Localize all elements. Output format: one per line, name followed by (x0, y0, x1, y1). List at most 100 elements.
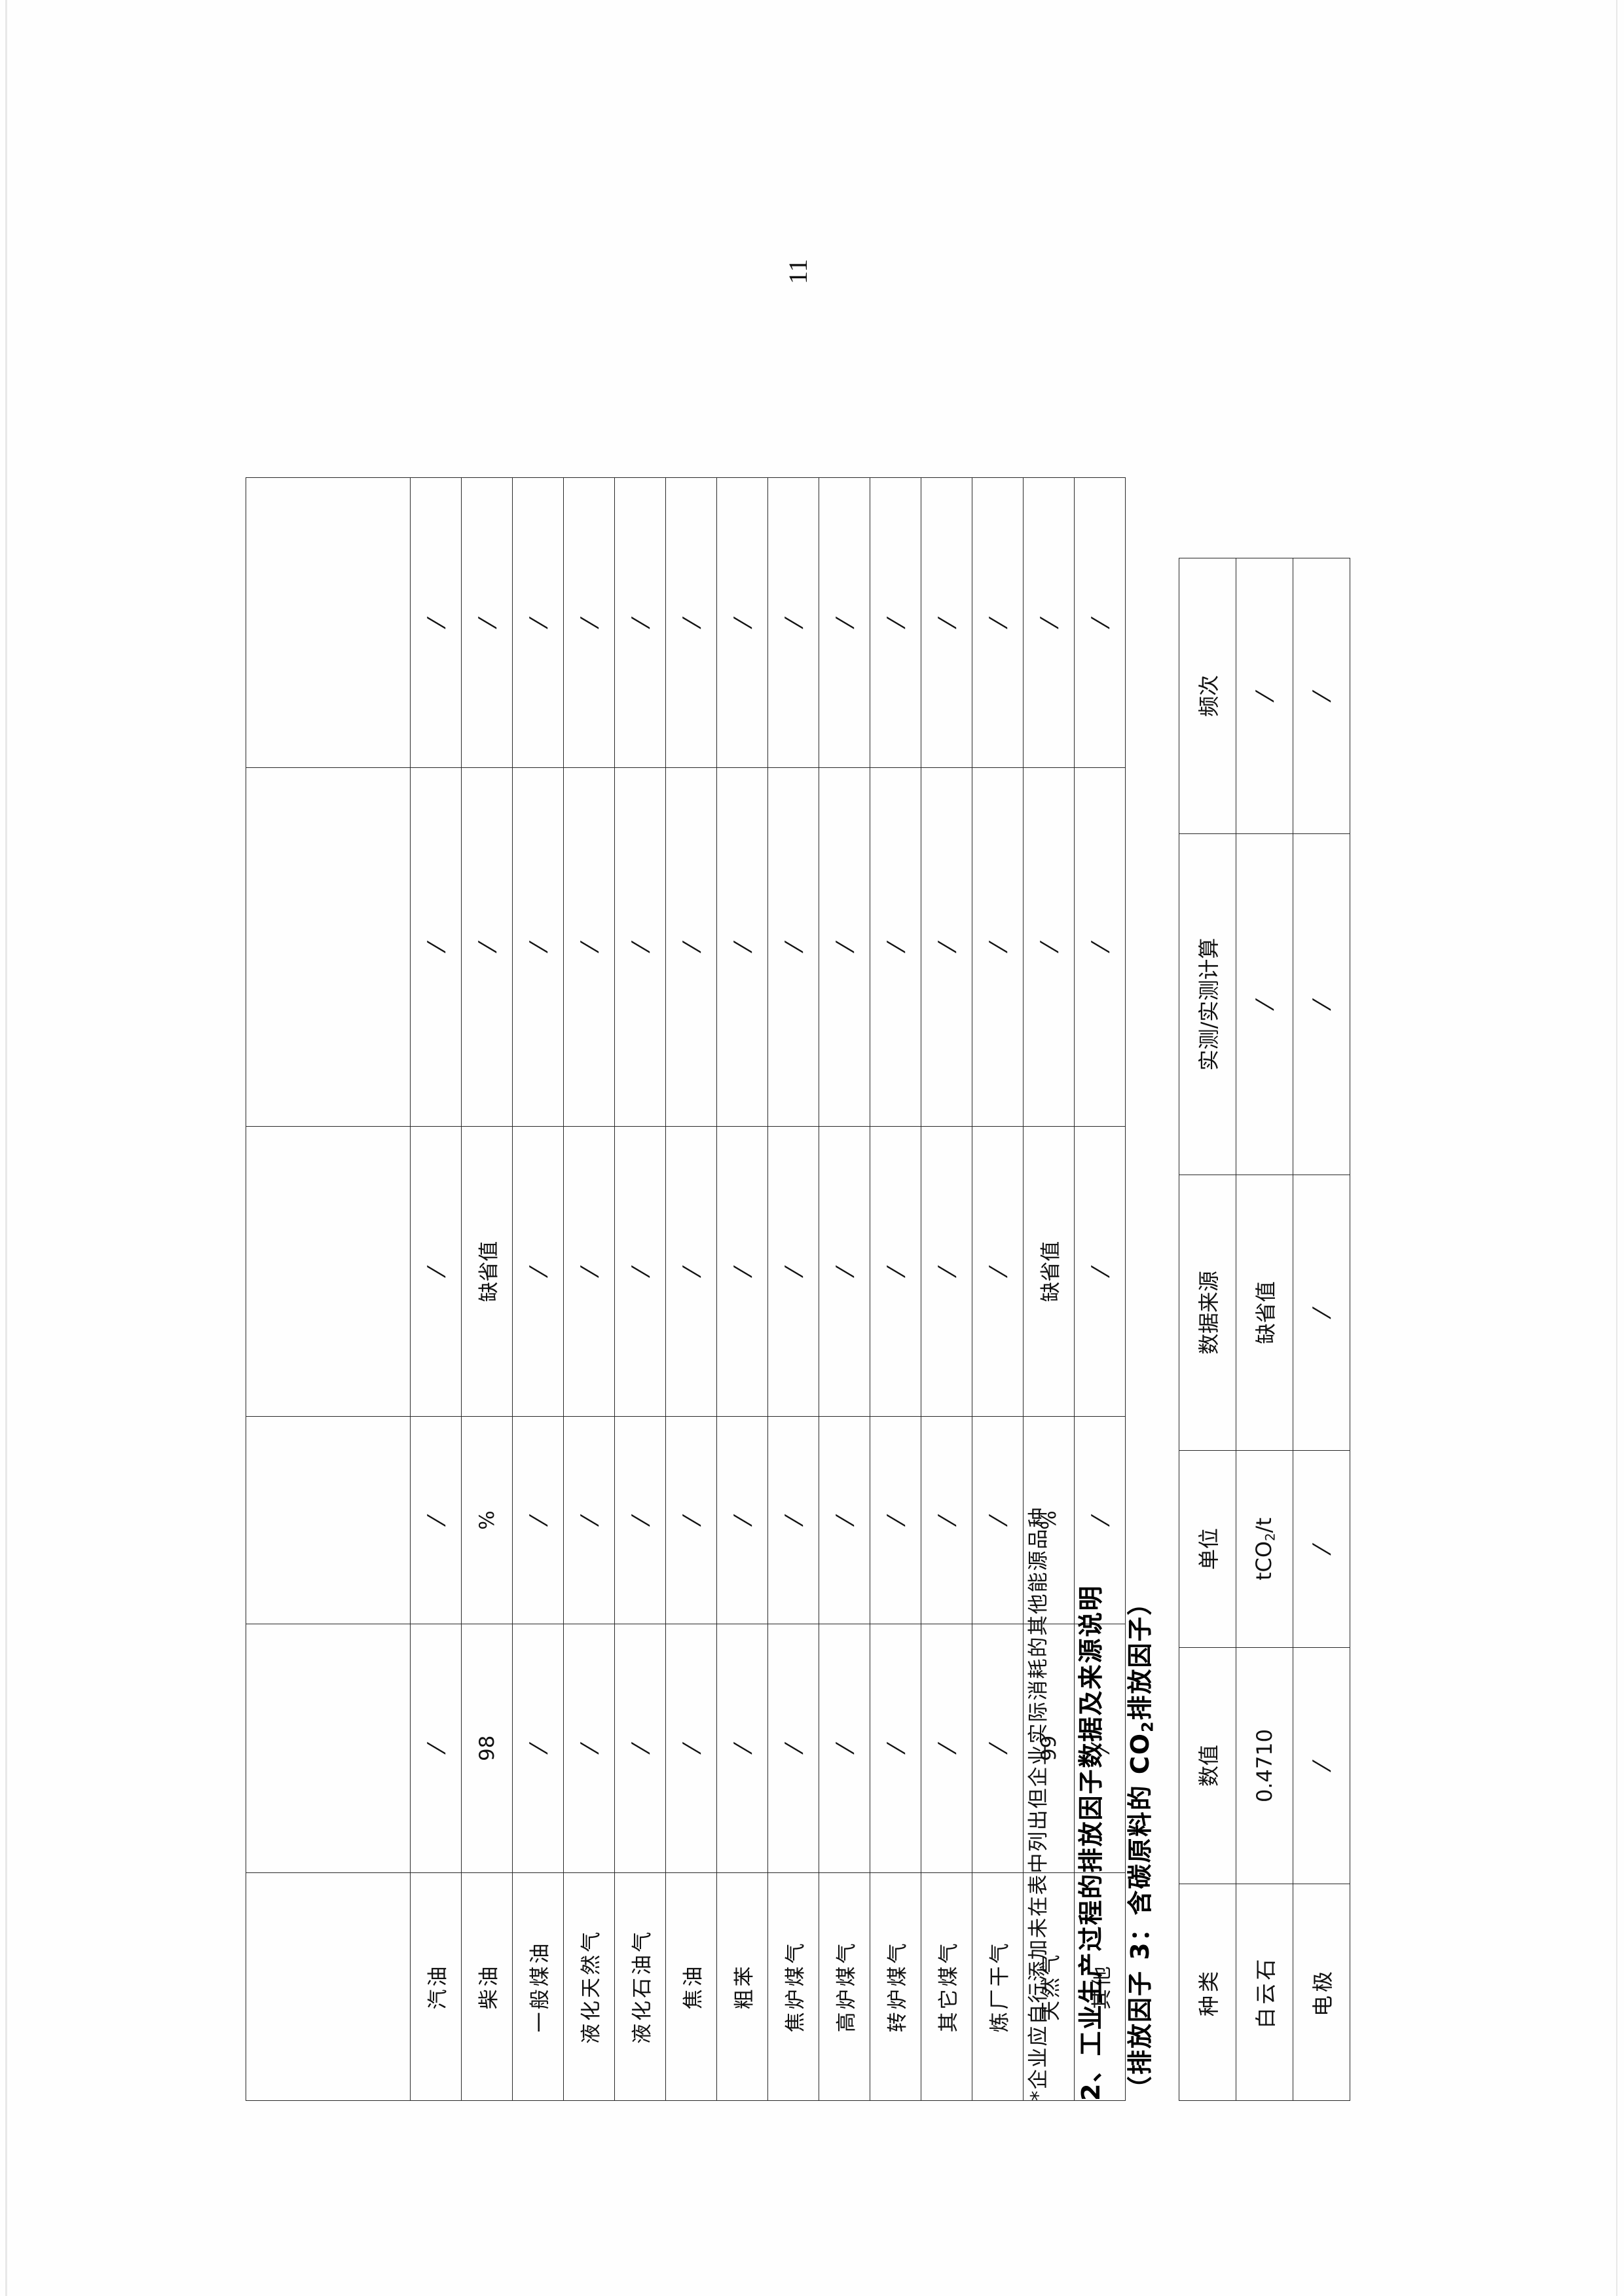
fuel-measure-cell: / (563, 767, 615, 1127)
fuel-label-cell: 焦炉煤气 (767, 1872, 819, 2100)
slash-mark: / (678, 615, 705, 630)
fuel-label-cell: 焦油 (665, 1872, 717, 2100)
table-row: 白云石 0.4710 tCO2/t 缺省值 / / (1236, 558, 1293, 2100)
table-row: 汽油 / / / / / (410, 477, 462, 2100)
fuel-label-cell: 高炉煤气 (819, 1872, 870, 2100)
fuel-value-cell: / (767, 1623, 819, 1872)
table-row: 粗苯 / / / / / (716, 477, 768, 2100)
slash-mark: / (1086, 939, 1113, 955)
slash-mark: / (422, 1264, 449, 1279)
slash-mark: / (627, 939, 654, 955)
fuel-unit-cell: / (410, 1416, 462, 1624)
fuel-measure-cell: / (972, 767, 1024, 1127)
slash-mark: / (678, 1264, 705, 1279)
fuel-source-cell: / (1074, 1126, 1126, 1417)
slash-mark: / (780, 939, 807, 955)
header-band-cell (246, 477, 411, 768)
fuel-value-cell: / (716, 1623, 768, 1872)
slash-mark: / (576, 1512, 602, 1528)
process-value-cell: 0.4710 (1236, 1647, 1293, 1884)
header-band-cell (246, 1416, 411, 1624)
process-header-source: 数据来源 (1179, 1175, 1236, 1450)
slash-mark: / (882, 1740, 909, 1756)
slash-mark: / (984, 615, 1011, 630)
process-header-frequency: 频次 (1179, 558, 1236, 833)
fuel-unit-cell: / (512, 1416, 564, 1624)
fuel-source-cell: / (716, 1126, 768, 1417)
slash-mark: / (1308, 1541, 1335, 1556)
fuel-measure-cell: / (410, 767, 462, 1127)
slash-mark: / (933, 1512, 960, 1528)
fuel-frequency-cell: / (1074, 477, 1126, 768)
fuel-label-cell: 其它煤气 (921, 1872, 972, 2100)
subheading-subscript: 2 (1138, 1720, 1157, 1732)
process-value-cell: / (1293, 1647, 1350, 1884)
fuel-frequency-cell: / (614, 477, 666, 768)
slash-mark: / (729, 1264, 756, 1279)
fuel-frequency-cell: / (512, 477, 564, 768)
section-subheading: （排放因子 3：含碳原料的 CO2排放因子） (1120, 1589, 1157, 2101)
fuel-unit-cell: / (921, 1416, 972, 1624)
slash-mark: / (780, 615, 807, 630)
fuel-source-cell: / (665, 1126, 717, 1417)
table-row: 转炉煤气 / / / / / (870, 477, 921, 2100)
section-heading: 2、工业生产过程的排放因子数据及来源说明 (1077, 1584, 1105, 2101)
fuel-value-cell: / (972, 1623, 1024, 1872)
footnote-text: *企业应自行添加未在表中列出但企业实际消耗的其他能源品种 (1027, 1506, 1050, 2101)
slash-mark: / (1308, 1758, 1335, 1773)
fuel-measure-cell: / (665, 767, 717, 1127)
slash-mark: / (729, 615, 756, 630)
slash-mark: / (729, 939, 756, 955)
table-row: 柴油 98% 缺省值 / / (461, 477, 513, 2100)
slash-mark: / (780, 1264, 807, 1279)
slash-mark: / (627, 1740, 654, 1756)
fuel-label-cell: 炼厂干气 (972, 1872, 1024, 2100)
scan-edge-left (5, 0, 7, 2296)
slash-mark: / (678, 939, 705, 955)
slash-mark: / (831, 1264, 858, 1279)
process-measure-cell: / (1236, 833, 1293, 1175)
fuel-value-cell: / (819, 1623, 870, 1872)
slash-mark: / (678, 1512, 705, 1528)
table-row: 电极 / / / / / (1293, 558, 1350, 2100)
process-unit-cell: / (1293, 1450, 1350, 1647)
slash-mark: / (525, 1740, 551, 1756)
fuel-measure-cell: / (716, 767, 768, 1127)
fuel-value-cell: / (665, 1623, 717, 1872)
slash-mark: / (1086, 1512, 1113, 1528)
slash-mark: / (473, 939, 500, 955)
process-header-unit: 单位 (1179, 1450, 1236, 1647)
slash-mark: / (525, 1264, 551, 1279)
slash-mark: / (729, 1512, 756, 1528)
subheading-prefix: （排放因子 3：含碳原料的 CO (1126, 1732, 1154, 2101)
slash-mark: / (1035, 615, 1062, 630)
fuel-frequency-cell: / (461, 477, 513, 768)
table-header-band (246, 477, 411, 2100)
fuel-measure-cell: / (870, 767, 921, 1127)
fuel-source-cell: / (563, 1126, 615, 1417)
fuel-measure-cell: / (1074, 767, 1126, 1127)
slash-mark: / (1086, 1264, 1113, 1279)
slash-mark: / (933, 1264, 960, 1279)
header-band-cell (246, 1623, 411, 1872)
header-band-cell (246, 1872, 411, 2100)
subheading-suffix: 排放因子） (1126, 1589, 1154, 1721)
fuel-value-cell: / (410, 1623, 462, 1872)
fuel-source-cell: / (972, 1126, 1024, 1417)
fuel-frequency-cell: / (665, 477, 717, 768)
fuel-unit-cell: / (972, 1416, 1024, 1624)
fuel-frequency-cell: / (410, 477, 462, 768)
fuel-source-cell: / (870, 1126, 921, 1417)
slash-mark: / (525, 1512, 551, 1528)
table-row: 高炉煤气 / / / / / (819, 477, 870, 2100)
slash-mark: / (1251, 996, 1278, 1011)
fuel-label-cell: 一般煤油 (512, 1872, 564, 2100)
fuel-unit-cell: / (716, 1416, 768, 1624)
fuel-unit-cell: % (461, 1416, 513, 1624)
slash-mark: / (525, 615, 551, 630)
slash-mark: / (627, 1512, 654, 1528)
header-band-cell (246, 767, 411, 1127)
process-source-cell: / (1293, 1175, 1350, 1450)
process-source-cell: 缺省值 (1236, 1175, 1293, 1450)
fuel-measure-cell: / (1023, 767, 1075, 1127)
